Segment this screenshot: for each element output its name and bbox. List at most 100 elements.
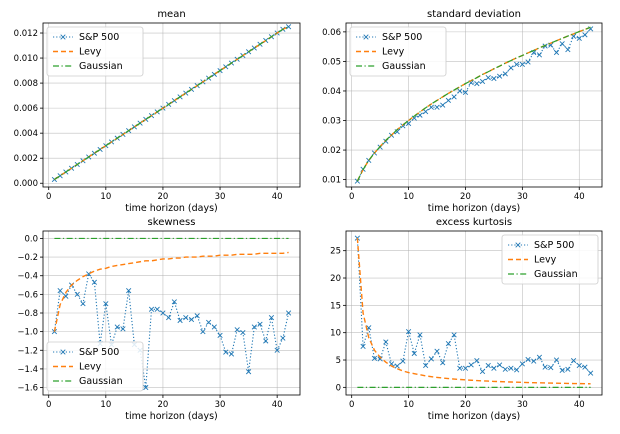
data-point <box>114 324 120 330</box>
data-point <box>171 299 177 305</box>
plot-frame <box>42 22 301 188</box>
legend-box <box>46 26 144 77</box>
data-point <box>126 288 132 294</box>
data-point <box>411 350 417 357</box>
data-point <box>485 75 491 81</box>
data-point <box>188 316 195 323</box>
y-tick-label: 20 <box>330 274 341 284</box>
y-tick-label: 0.0 <box>24 234 38 244</box>
data-point <box>457 365 463 371</box>
x-tick-label: 20 <box>460 400 471 410</box>
y-tick-label: 0.06 <box>322 28 341 38</box>
data-point <box>474 357 480 364</box>
y-tick-label: −0.8 <box>17 309 38 319</box>
x-tick-label: 30 <box>517 192 528 202</box>
x-axis-label: time horizon (days) <box>125 411 218 422</box>
data-point <box>502 71 508 77</box>
data-point <box>491 75 497 82</box>
series-line-s-p-500 <box>356 238 592 374</box>
data-point <box>200 329 206 335</box>
series-line-levy <box>356 238 591 385</box>
legend-label: S&P 500 <box>79 32 119 43</box>
x-tick-label: 20 <box>158 192 169 202</box>
data-point <box>74 291 80 297</box>
data-point <box>217 332 223 338</box>
data-point <box>519 61 525 67</box>
data-point <box>588 370 594 376</box>
x-tick-label: 30 <box>517 400 528 410</box>
x-tick-label: 10 <box>100 192 111 202</box>
legend-marker <box>60 34 66 40</box>
data-point <box>468 362 474 368</box>
series-line-gaussian <box>54 26 289 180</box>
legend: S&P 500 Levy Gaussian <box>46 26 144 77</box>
data-point <box>514 61 520 67</box>
data-point <box>428 356 434 362</box>
data-point <box>160 310 166 316</box>
legend-label: Gaussian <box>79 376 123 387</box>
legend-label: S&P 500 <box>534 240 574 251</box>
data-point <box>423 362 429 369</box>
y-tick-label: 0.002 <box>14 154 38 164</box>
chart-title: mean <box>157 9 185 20</box>
y-tick-label: 0.01 <box>322 176 341 186</box>
legend-label: Gaussian <box>79 61 123 72</box>
data-point <box>148 306 155 312</box>
data-point <box>440 360 446 366</box>
data-point <box>394 363 400 369</box>
y-tick-label: 0.000 <box>14 179 38 189</box>
data-point <box>451 332 457 338</box>
chart-title: excess kurtosis <box>436 217 512 228</box>
data-point <box>177 317 183 324</box>
data-point <box>251 324 257 330</box>
legend-label: S&P 500 <box>79 347 119 358</box>
data-point <box>80 301 86 307</box>
data-point <box>405 328 412 335</box>
data-point <box>63 293 69 299</box>
data-point <box>514 367 520 373</box>
data-point <box>462 89 469 96</box>
data-point <box>531 358 537 364</box>
data-point <box>434 348 440 354</box>
y-tick-label: 0.008 <box>14 79 38 89</box>
data-point <box>388 361 395 367</box>
data-point <box>440 102 446 108</box>
x-tick-label: 30 <box>215 400 226 410</box>
data-point <box>423 109 429 115</box>
data-point <box>479 368 486 375</box>
y-tick-label: 10 <box>330 329 341 339</box>
data-point <box>383 339 389 345</box>
data-point <box>206 319 212 325</box>
x-tick-label: 0 <box>46 400 51 410</box>
data-point <box>570 357 577 364</box>
data-point <box>542 364 548 370</box>
data-point <box>548 365 554 371</box>
data-point <box>445 340 452 347</box>
x-axis-label: time horizon (days) <box>125 203 218 214</box>
data-point <box>502 366 508 372</box>
data-point <box>285 24 292 30</box>
data-point <box>417 332 423 338</box>
legend: S&P 500 Levy Gaussian <box>46 341 144 392</box>
data-point <box>496 73 503 79</box>
legend-box <box>349 26 447 77</box>
x-tick-label: 40 <box>272 192 283 202</box>
data-point <box>143 384 149 391</box>
plot-frame <box>345 230 603 396</box>
data-point <box>86 271 92 277</box>
x-axis-label: time horizon (days) <box>428 203 521 214</box>
y-tick-label: −1.4 <box>17 365 38 375</box>
legend-label: Levy <box>79 47 102 58</box>
y-tick-label: 0 <box>336 383 341 393</box>
series-line-levy <box>53 251 289 332</box>
x-tick-label: 20 <box>460 192 471 202</box>
legend-marker <box>60 349 66 355</box>
subplot-4: 0 10 20 30 40 0 5 10 15 20 25 excess kurtosis time h… <box>330 217 603 422</box>
data-point <box>57 288 63 294</box>
series-line-gaussian <box>356 26 591 182</box>
legend: S&P 500 Levy Gaussian <box>349 26 447 77</box>
x-tick-label: 10 <box>403 192 414 202</box>
data-point <box>559 367 565 374</box>
y-tick-label: −0.2 <box>17 253 38 263</box>
